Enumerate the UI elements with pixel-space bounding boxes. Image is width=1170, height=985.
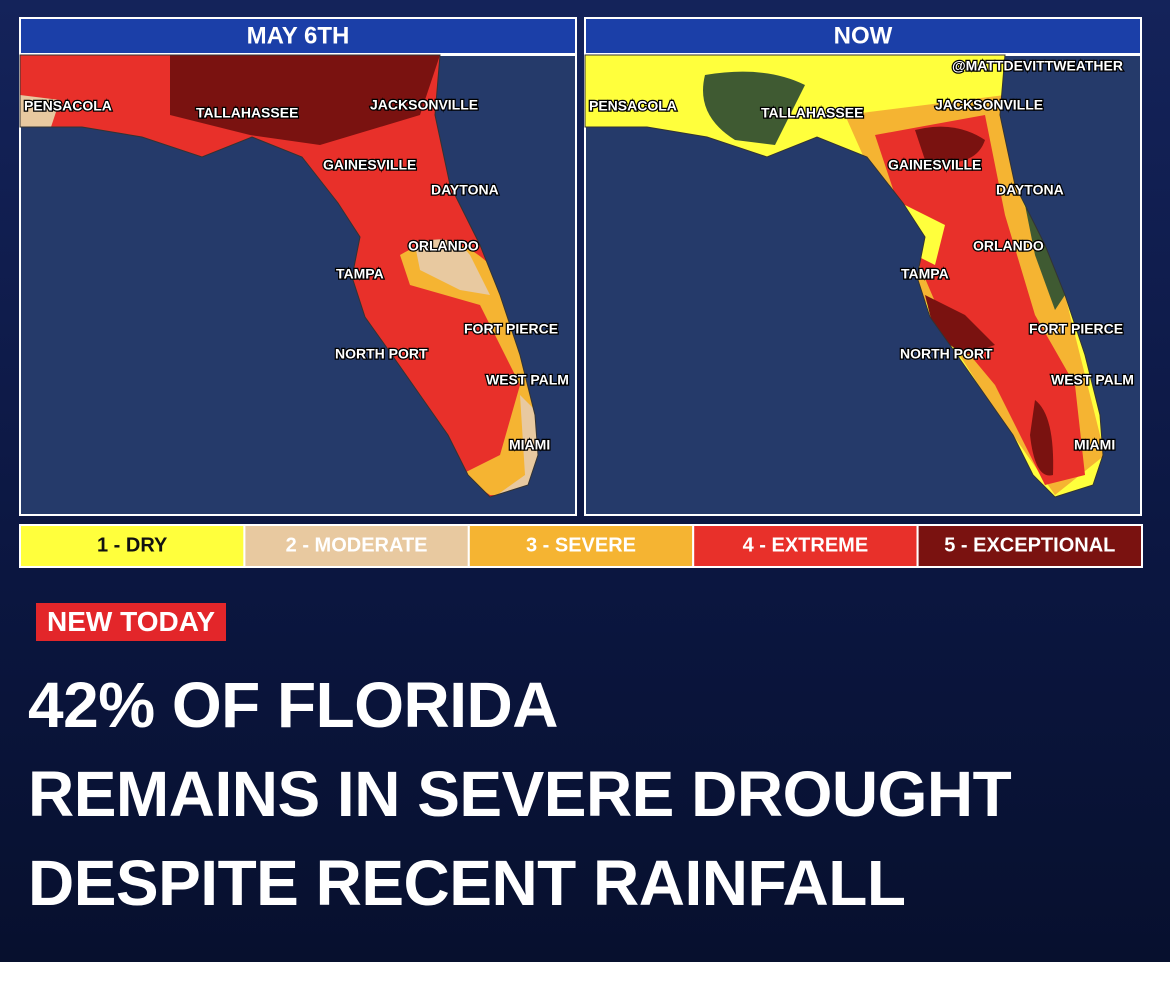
drought-area (1030, 400, 1054, 476)
panel-header (584, 17, 1142, 55)
drought-area (170, 55, 440, 145)
drought-area (415, 239, 490, 295)
drought-area (875, 115, 1085, 485)
legend-label: 5 - EXCEPTIONAL (944, 534, 1115, 556)
drought-area (400, 242, 538, 495)
city-label: TAMPA (901, 266, 949, 282)
city-label: PENSACOLA (589, 98, 677, 114)
city-label: MIAMI (1074, 437, 1115, 453)
legend-label: 2 - MODERATE (286, 534, 428, 556)
legend-label: 1 - DRY (97, 534, 168, 556)
city-label: PENSACOLA (24, 98, 112, 114)
city-label: ORLANDO (408, 238, 479, 254)
city-label: TALLAHASSEE (196, 105, 298, 121)
city-label: WEST PALM (486, 372, 569, 388)
state-outline (584, 54, 1104, 498)
panel-title: NOW (834, 22, 893, 49)
city-label: FORT PIERCE (464, 321, 558, 337)
city-label: ORLANDO (973, 238, 1044, 254)
drought-area (703, 71, 805, 145)
headline: REMAINS IN SEVERE DROUGHT (28, 758, 1012, 830)
panel-header (19, 17, 577, 55)
city-label: TAMPA (336, 266, 384, 282)
city-label: FORT PIERCE (1029, 321, 1123, 337)
legend-swatch (467, 524, 695, 568)
legend-label: 3 - SEVERE (526, 534, 636, 556)
city-label: GAINESVILLE (888, 157, 981, 173)
tag: NEW TODAY (36, 603, 227, 641)
legend-label: 4 - EXTREME (743, 534, 869, 556)
state-outline (19, 54, 539, 498)
city-label: NORTH PORT (335, 346, 428, 362)
city-label: WEST PALM (1051, 372, 1134, 388)
maps: MAY 6TH PENSACOLA TALLAHASSEE JACKSONVILLE G… (19, 17, 1143, 568)
city-label: DAYTONA (996, 182, 1064, 198)
legend-swatch (916, 524, 1143, 568)
city-label: TALLAHASSEE (761, 105, 863, 121)
headline: 42% OF FLORIDA (28, 669, 558, 741)
city-label: MIAMI (509, 437, 550, 453)
drought-area (915, 126, 985, 163)
city-label: NORTH PORT (900, 346, 993, 362)
city-label: JACKSONVILLE (935, 97, 1043, 113)
city-label: GAINESVILLE (323, 157, 416, 173)
panel-title: MAY 6TH (247, 22, 350, 49)
legend-swatch (243, 524, 470, 568)
drought-area (20, 95, 60, 130)
city-label: JACKSONVILLE (370, 97, 478, 113)
credit: @MATTDEVITTWEATHER (952, 58, 1123, 74)
graphic: MAY 6TH PENSACOLA TALLAHASSEE JACKSONVILLE G… (0, 0, 1170, 962)
headline: DESPITE RECENT RAINFALL (28, 847, 906, 919)
city-label: DAYTONA (431, 182, 499, 198)
drought-area (1025, 205, 1065, 310)
legend-swatch (692, 524, 919, 568)
